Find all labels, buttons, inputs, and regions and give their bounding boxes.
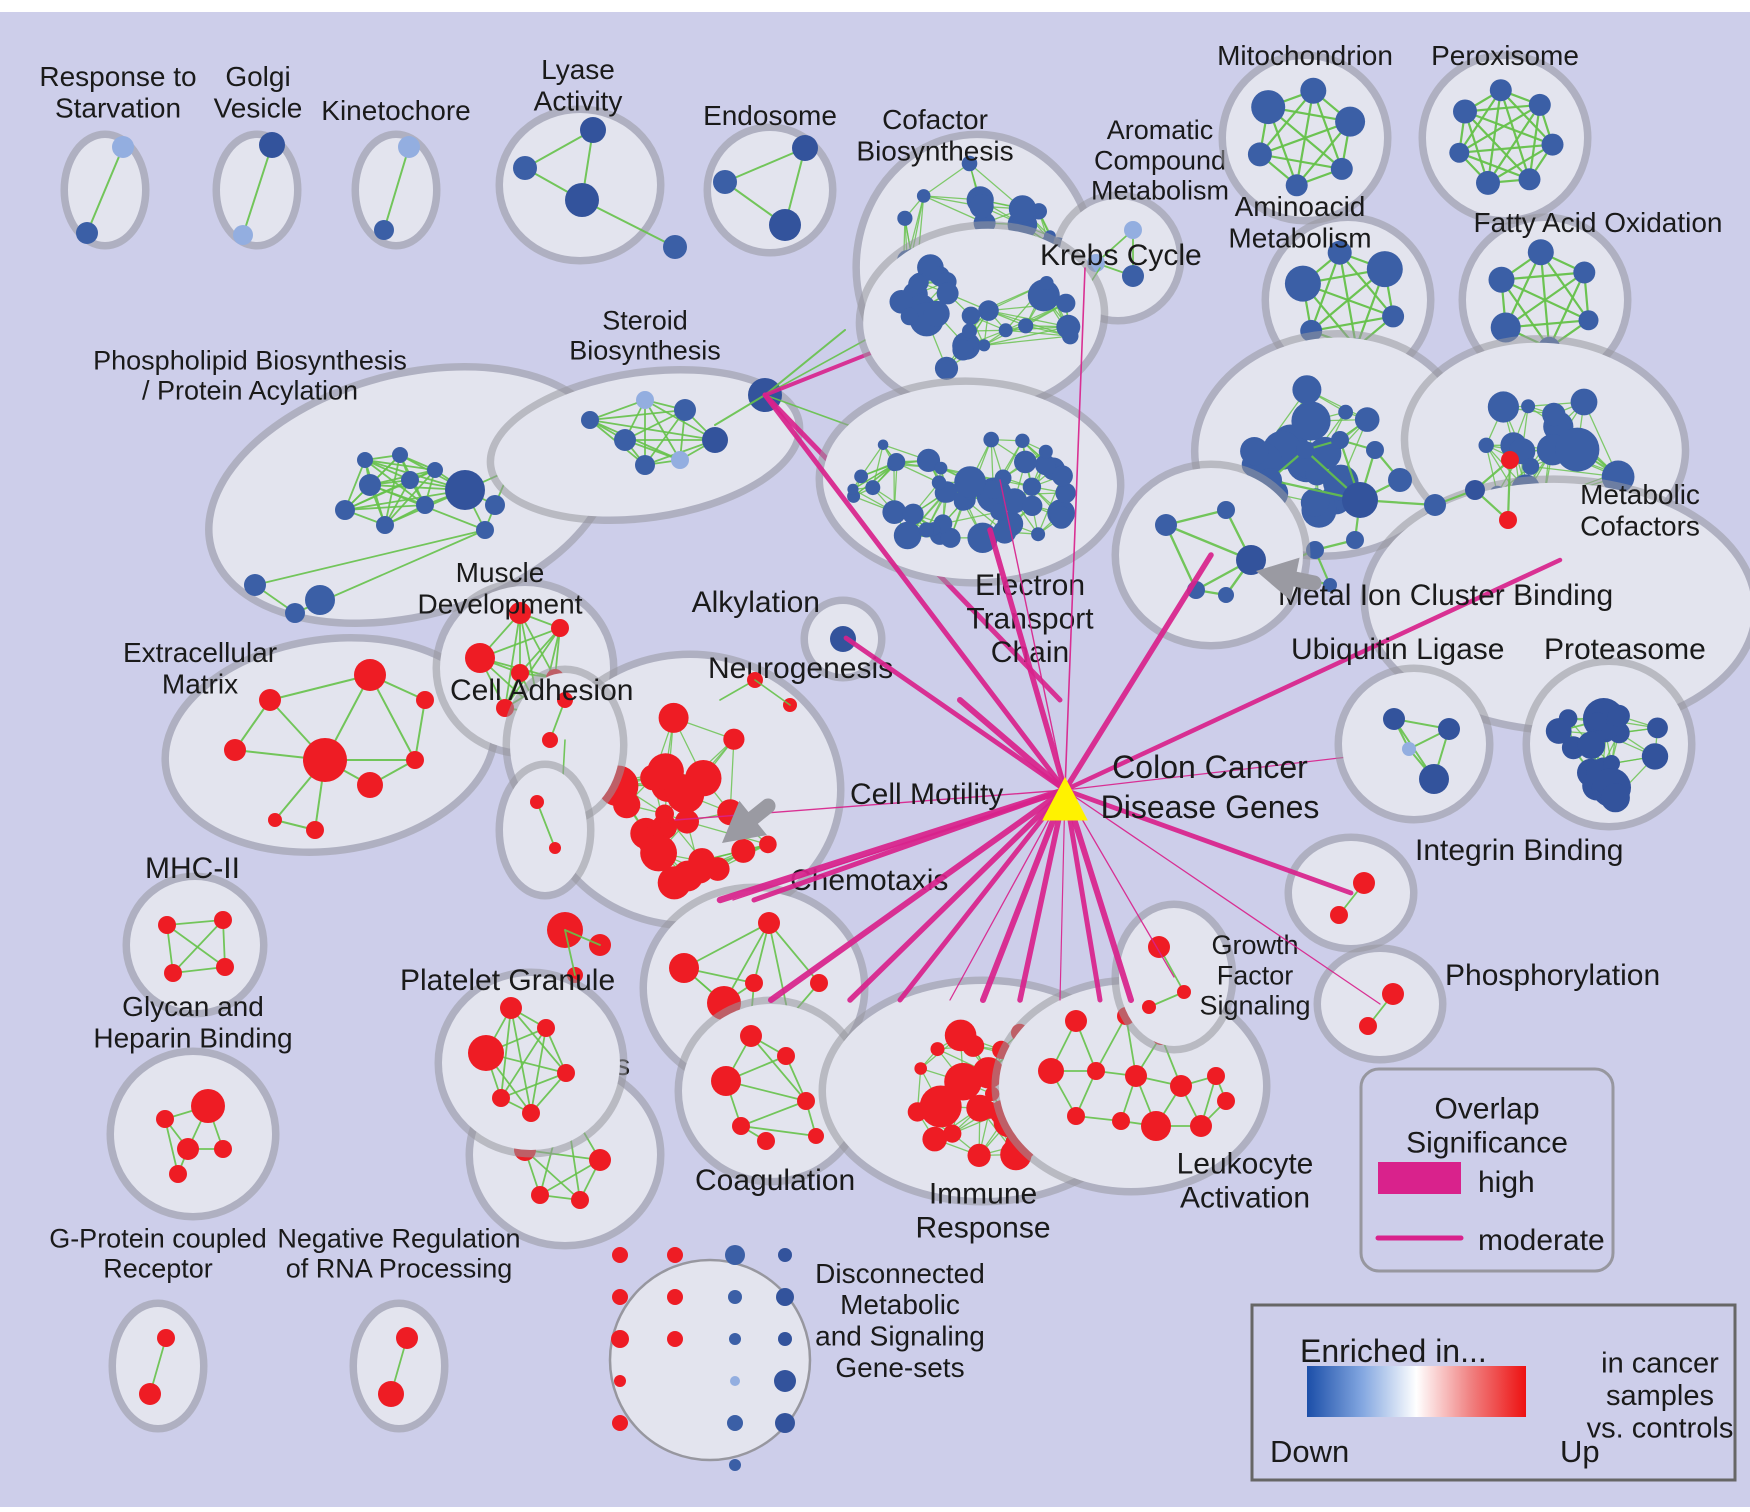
svg-text:G-Protein coupled: G-Protein coupled <box>49 1223 267 1253</box>
svg-text:samples: samples <box>1606 1380 1714 1412</box>
svg-text:Response: Response <box>915 1211 1050 1244</box>
svg-text:Growth: Growth <box>1211 930 1298 960</box>
svg-text:Metabolism: Metabolism <box>1228 223 1371 254</box>
svg-text:Disconnected: Disconnected <box>815 1258 985 1289</box>
svg-text:Signaling: Signaling <box>1199 991 1310 1021</box>
svg-text:/ Protein Acylation: / Protein Acylation <box>142 376 358 406</box>
svg-text:Golgi: Golgi <box>225 61 290 92</box>
svg-text:Phospholipid Biosynthesis: Phospholipid Biosynthesis <box>93 345 407 375</box>
svg-text:Disease Genes: Disease Genes <box>1101 789 1320 825</box>
svg-text:Cell Adhesion: Cell Adhesion <box>450 674 633 707</box>
svg-text:Receptor: Receptor <box>103 1254 213 1284</box>
svg-text:Negative Regulation: Negative Regulation <box>277 1223 520 1253</box>
svg-text:Aminoacid: Aminoacid <box>1235 191 1366 222</box>
svg-text:Ubiquitin Ligase: Ubiquitin Ligase <box>1291 633 1504 666</box>
svg-text:high: high <box>1478 1166 1535 1199</box>
svg-text:Colon Cancer: Colon Cancer <box>1112 749 1308 785</box>
svg-text:Leukocyte: Leukocyte <box>1177 1148 1314 1181</box>
svg-text:Kinetochore: Kinetochore <box>321 95 470 126</box>
svg-text:of RNA Processing: of RNA Processing <box>286 1254 513 1284</box>
svg-text:Phosphorylation: Phosphorylation <box>1445 959 1660 992</box>
svg-text:Metal Ion Cluster Binding: Metal Ion Cluster Binding <box>1278 579 1613 612</box>
svg-text:Muscle: Muscle <box>456 557 545 588</box>
svg-text:Enriched in...: Enriched in... <box>1300 1333 1487 1369</box>
svg-text:Cofactor: Cofactor <box>882 104 988 135</box>
svg-text:Response to: Response to <box>39 61 196 92</box>
svg-text:Neurogenesis: Neurogenesis <box>708 652 893 685</box>
svg-text:Coagulation: Coagulation <box>695 1164 855 1197</box>
svg-text:Proteasome: Proteasome <box>1544 633 1706 666</box>
svg-text:Vesicle: Vesicle <box>214 93 303 124</box>
svg-text:Metabolic: Metabolic <box>840 1289 960 1320</box>
svg-text:Extracellular: Extracellular <box>123 637 277 668</box>
svg-text:Platelet Granule: Platelet Granule <box>400 964 615 997</box>
svg-text:Biosynthesis: Biosynthesis <box>569 336 721 366</box>
svg-text:Biosynthesis: Biosynthesis <box>856 136 1013 167</box>
svg-text:Mitochondrion: Mitochondrion <box>1217 40 1393 71</box>
svg-text:Matrix: Matrix <box>162 669 238 700</box>
svg-text:Peroxisome: Peroxisome <box>1431 40 1579 71</box>
svg-text:and Signaling: and Signaling <box>815 1321 985 1352</box>
svg-text:Development: Development <box>418 589 583 620</box>
svg-text:Overlap: Overlap <box>1434 1093 1539 1126</box>
svg-text:Steroid: Steroid <box>602 305 688 335</box>
svg-text:vs. controls: vs. controls <box>1587 1413 1734 1445</box>
svg-text:Immune: Immune <box>929 1178 1037 1211</box>
svg-text:Activation: Activation <box>1180 1181 1310 1214</box>
svg-text:MHC-II: MHC-II <box>145 852 240 885</box>
svg-text:Electron: Electron <box>975 569 1085 602</box>
svg-text:Transport: Transport <box>966 603 1094 636</box>
svg-text:Metabolic: Metabolic <box>1580 479 1700 510</box>
svg-text:Krebs Cycle: Krebs Cycle <box>1040 239 1202 272</box>
svg-text:Glycan and: Glycan and <box>122 991 264 1022</box>
svg-text:Aromatic: Aromatic <box>1107 115 1214 145</box>
svg-text:Integrin Binding: Integrin Binding <box>1415 834 1623 867</box>
svg-text:Heparin Binding: Heparin Binding <box>93 1023 292 1054</box>
svg-text:in cancer: in cancer <box>1601 1348 1719 1380</box>
svg-text:Gene-sets: Gene-sets <box>835 1352 964 1383</box>
svg-text:Factor: Factor <box>1217 961 1294 991</box>
svg-text:Significance: Significance <box>1406 1126 1568 1159</box>
svg-text:Activity: Activity <box>534 86 623 117</box>
svg-text:Alkylation: Alkylation <box>692 586 820 619</box>
svg-text:moderate: moderate <box>1478 1224 1605 1257</box>
svg-text:Down: Down <box>1270 1434 1349 1469</box>
svg-text:Lyase: Lyase <box>541 54 615 85</box>
svg-text:Metabolism: Metabolism <box>1091 176 1229 206</box>
svg-text:Compound: Compound <box>1094 145 1226 175</box>
svg-text:Starvation: Starvation <box>55 93 181 124</box>
svg-text:Cell Motility: Cell Motility <box>850 778 1003 811</box>
svg-text:Endosome: Endosome <box>703 100 837 131</box>
svg-text:Fatty Acid Oxidation: Fatty Acid Oxidation <box>1473 207 1722 238</box>
svg-text:Cofactors: Cofactors <box>1580 511 1700 542</box>
